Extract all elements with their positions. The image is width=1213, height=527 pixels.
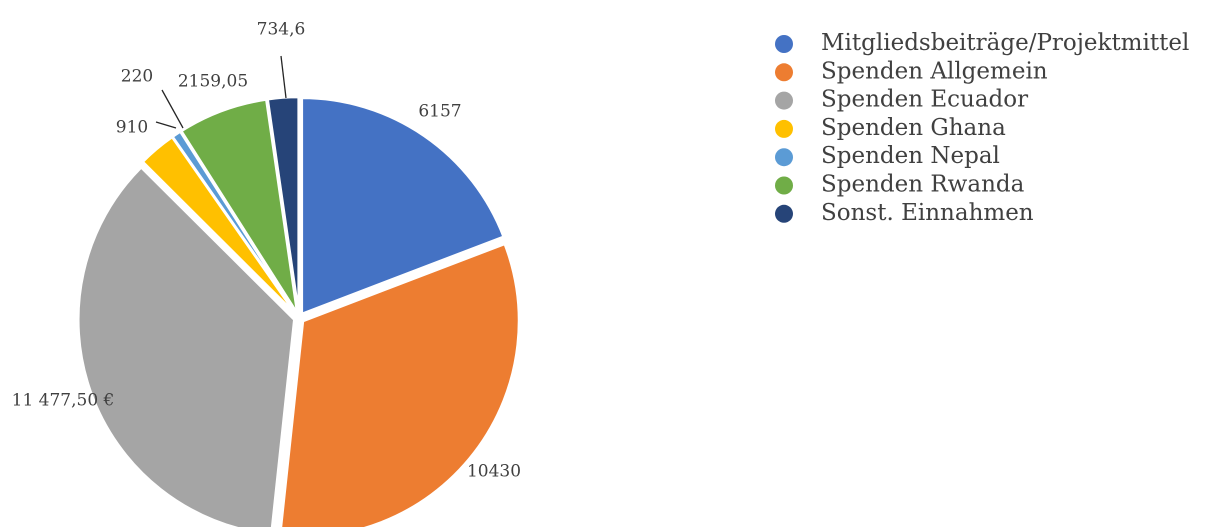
leader-lines [155,55,287,129]
data-label-spenden-nepal: 220 [121,67,153,87]
legend-label-spenden-rwanda: Spenden Rwanda [821,172,1025,198]
data-label-spenden-ghana: 910 [116,118,148,138]
pie-slice-mitgliedsbeitraege-projektmittel [300,96,506,316]
pie-slice-spenden-rwanda [179,98,299,314]
legend-marker-spenden-ghana [775,119,793,138]
legend-marker-sonst-einnahmen [775,204,793,223]
data-labels: 6157 10430 11 477,50 € 910 220 2159,05 734,6 [12,20,521,482]
legend-label-spenden-nepal: Spenden Nepal [821,143,1000,169]
pie-slices [77,95,521,527]
pie-slice-sonst-einnahmen [266,95,300,314]
legend-label-spenden-allgemein: Spenden Allgemein [821,58,1048,84]
data-label-sonst-einnahmen: 734,6 [257,20,306,40]
legend-marker-spenden-nepal [775,148,793,167]
data-label-spenden-rwanda: 2159,05 [178,72,248,92]
pie-slice-spenden-ecuador [77,165,296,527]
legend-marker-mitgliedsbeitraege-projektmittel [775,35,793,53]
leader-line-spenden-ghana [155,121,177,129]
data-label-mitgliedsbeitraege-projektmittel: 6157 [418,102,461,122]
legend-label-spenden-ecuador: Spenden Ecuador [821,87,1028,113]
legend-label-mitgliedsbeitraege-projektmittel: Mitgliedsbeiträge/Projektmittel [821,30,1189,56]
pie-slice-spenden-allgemein [279,242,521,527]
leader-line-spenden-nepal [161,89,184,129]
legend-marker-spenden-rwanda [775,176,793,195]
data-label-spenden-allgemein: 10430 [467,462,521,482]
data-label-spenden-ecuador: 11 477,50 € [12,391,115,411]
legend-label-spenden-ghana: Spenden Ghana [821,115,1006,141]
legend-marker-spenden-ecuador [775,91,793,110]
leader-line-sonst-einnahmen [280,55,287,99]
legend-label-sonst-einnahmen: Sonst. Einnahmen [821,200,1034,226]
legend-marker-spenden-allgemein [775,63,793,82]
